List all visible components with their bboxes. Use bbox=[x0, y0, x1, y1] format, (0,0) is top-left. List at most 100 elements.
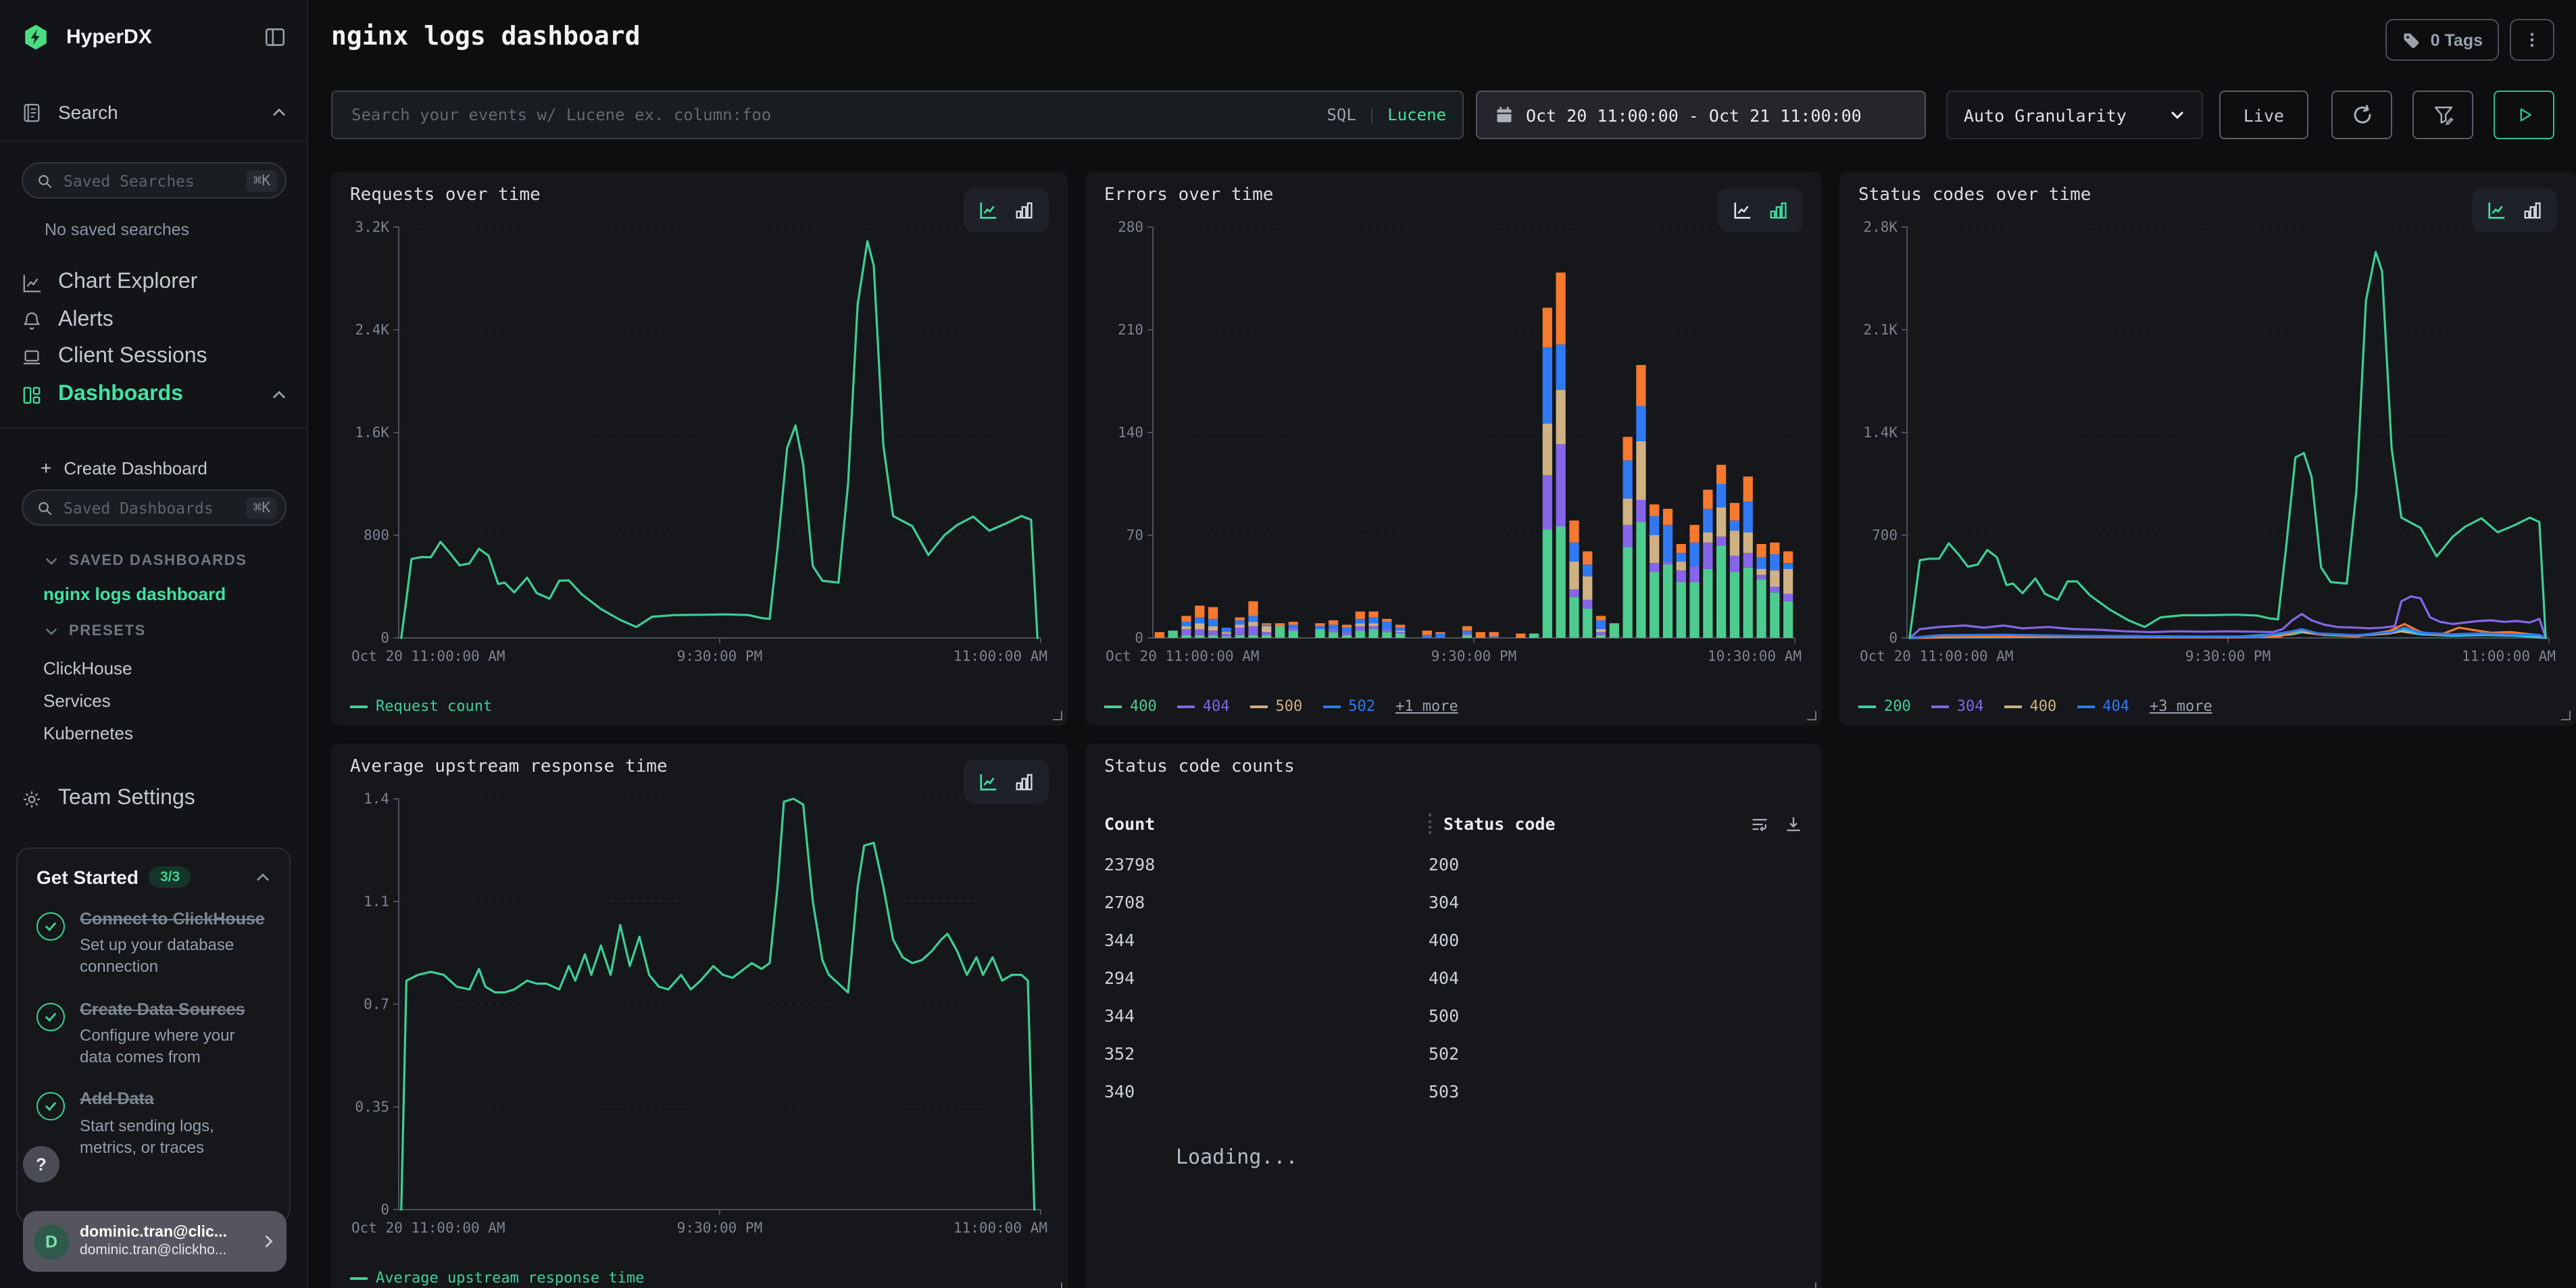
line-chart-icon[interactable] bbox=[979, 200, 999, 220]
sidebar-item-client-sessions[interactable]: Client Sessions bbox=[0, 339, 308, 374]
bar-chart-icon[interactable] bbox=[2522, 200, 2542, 220]
resize-handle[interactable] bbox=[1053, 711, 1062, 720]
legend-label: Request count bbox=[376, 697, 492, 715]
tags-button[interactable]: 0 Tags bbox=[2386, 19, 2499, 61]
svg-text:0: 0 bbox=[1135, 630, 1143, 646]
saved-dashboards-input[interactable] bbox=[61, 497, 239, 518]
chevron-down-icon bbox=[45, 624, 58, 638]
legend-item[interactable]: 502 bbox=[1322, 697, 1375, 715]
saved-dashboards-section[interactable]: SAVED DASHBOARDS bbox=[45, 553, 247, 569]
sidebar-item-team-settings[interactable]: Team Settings bbox=[0, 781, 308, 816]
legend-label: 404 bbox=[2102, 697, 2129, 715]
live-button[interactable]: Live bbox=[2219, 91, 2308, 139]
legend-item[interactable]: 200 bbox=[1858, 697, 1911, 715]
sidebar-item-dashboards[interactable]: Dashboards bbox=[0, 377, 308, 412]
avg-response-chart-canvas[interactable]: 00.350.71.11.4Oct 20 11:00:00 AM9:30:00 … bbox=[350, 785, 1049, 1253]
line-chart-icon[interactable] bbox=[2487, 200, 2507, 220]
legend-swatch bbox=[1322, 705, 1340, 708]
legend-item[interactable]: 404 bbox=[2077, 697, 2129, 715]
saved-searches-search[interactable]: ⌘K bbox=[22, 162, 287, 199]
requests-chart-canvas[interactable]: 08001.6K2.4K3.2KOct 20 11:00:00 AM9:30:0… bbox=[350, 214, 1049, 681]
line-chart-icon[interactable] bbox=[1733, 200, 1753, 220]
calendar-icon bbox=[1495, 105, 1514, 124]
legend-more-link[interactable]: +1 more bbox=[1395, 697, 1458, 715]
create-dashboard-button[interactable]: + Create Dashboard bbox=[0, 451, 308, 484]
sidebar-item-chart-explorer[interactable]: Chart Explorer bbox=[0, 265, 308, 300]
column-header-status-code[interactable]: Status code bbox=[1443, 814, 1556, 834]
filter-button[interactable] bbox=[2412, 91, 2473, 139]
get-started-step-connect[interactable]: Connect to ClickHouse Set up your databa… bbox=[36, 908, 270, 978]
column-resize-handle[interactable] bbox=[1429, 814, 1431, 834]
sidebar-item-search[interactable]: Search bbox=[0, 95, 308, 130]
event-search-input[interactable] bbox=[349, 104, 1316, 126]
divider bbox=[0, 141, 308, 142]
legend-item[interactable]: 304 bbox=[1931, 697, 1984, 715]
resize-handle[interactable] bbox=[1807, 711, 1816, 720]
legend-swatch bbox=[2004, 705, 2022, 708]
bar-chart-icon[interactable] bbox=[1768, 200, 1788, 220]
table-row[interactable]: 294404 bbox=[1104, 958, 1803, 996]
section-label: SAVED DASHBOARDS bbox=[69, 553, 247, 569]
legend-item[interactable]: 400 bbox=[2004, 697, 2057, 715]
refresh-button[interactable] bbox=[2331, 91, 2392, 139]
sidebar-item-kubernetes[interactable]: Kubernetes bbox=[43, 723, 133, 743]
saved-searches-input[interactable] bbox=[61, 170, 239, 191]
bar-chart-icon[interactable] bbox=[1014, 200, 1034, 220]
lucene-toggle[interactable]: Lucene bbox=[1387, 105, 1446, 124]
sidebar-item-alerts[interactable]: Alerts bbox=[0, 303, 308, 338]
bar-chart-icon[interactable] bbox=[1014, 772, 1034, 792]
resize-handle[interactable] bbox=[2561, 711, 2571, 720]
sidebar-collapse-button[interactable] bbox=[264, 25, 287, 48]
wrap-lines-icon[interactable] bbox=[1750, 814, 1769, 833]
line-chart-icon[interactable] bbox=[979, 772, 999, 792]
get-started-step-sources[interactable]: Create Data Sources Configure where your… bbox=[36, 998, 270, 1068]
get-started-badge: 3/3 bbox=[149, 866, 191, 888]
granularity-select[interactable]: Auto Granularity bbox=[1946, 91, 2203, 139]
main-content: nginx logs dashboard 0 Tags SQL | Lucene bbox=[308, 0, 2576, 1288]
presets-section[interactable]: PRESETS bbox=[45, 623, 146, 639]
legend-item[interactable]: 400 bbox=[1104, 697, 1157, 715]
column-header-count[interactable]: Count bbox=[1104, 814, 1429, 834]
sql-toggle[interactable]: SQL bbox=[1327, 105, 1356, 124]
time-range-picker[interactable]: Oct 20 11:00:00 - Oct 21 11:00:00 bbox=[1476, 91, 1926, 139]
chart-type-toggle bbox=[1718, 188, 1803, 232]
run-query-button[interactable] bbox=[2494, 91, 2554, 139]
chevron-up-icon[interactable] bbox=[255, 870, 270, 885]
panel-menu-button[interactable] bbox=[2510, 19, 2554, 61]
sidebar-item-label: Search bbox=[58, 101, 118, 123]
svg-text:Oct 20 11:00:00 AM: Oct 20 11:00:00 AM bbox=[351, 1220, 505, 1236]
check-circle-icon bbox=[36, 1093, 65, 1121]
legend-more-link[interactable]: +3 more bbox=[2150, 697, 2212, 715]
legend-label: 502 bbox=[1348, 697, 1375, 715]
svg-text:1.1: 1.1 bbox=[364, 893, 389, 910]
chevron-up-icon bbox=[272, 387, 287, 402]
table-row[interactable]: 340503 bbox=[1104, 1072, 1803, 1110]
status-codes-chart-canvas[interactable]: 07001.4K2.1K2.8KOct 20 11:00:00 AM9:30:0… bbox=[1858, 214, 2557, 681]
table-row[interactable]: 344400 bbox=[1104, 920, 1803, 958]
legend-item[interactable]: Request count bbox=[350, 697, 492, 715]
saved-dashboards-search[interactable]: ⌘K bbox=[22, 489, 287, 526]
legend-swatch bbox=[1858, 705, 1876, 708]
help-button[interactable]: ? bbox=[23, 1146, 59, 1183]
table-row[interactable]: 2708304 bbox=[1104, 883, 1803, 920]
legend-label: 200 bbox=[1884, 697, 1911, 715]
resize-handle[interactable] bbox=[1053, 1283, 1062, 1288]
get-started-step-add-data[interactable]: Add Data Start sending logs, metrics, or… bbox=[36, 1089, 270, 1158]
table-row[interactable]: 352502 bbox=[1104, 1034, 1803, 1072]
event-search-box[interactable]: SQL | Lucene bbox=[331, 91, 1464, 139]
legend-item[interactable]: 500 bbox=[1250, 697, 1303, 715]
errors-chart-canvas[interactable]: 070140210280Oct 20 11:00:00 AM9:30:00 PM… bbox=[1104, 214, 1803, 681]
user-menu[interactable]: D dominic.tran@clic... dominic.tran@clic… bbox=[23, 1211, 287, 1272]
sidebar-item-clickhouse[interactable]: ClickHouse bbox=[43, 658, 132, 678]
resize-handle[interactable] bbox=[1807, 1283, 1816, 1288]
panel-status-code-counts: Status code counts Count Status code 23 bbox=[1085, 743, 1822, 1288]
table-row[interactable]: 23798200 bbox=[1104, 845, 1803, 883]
table-row[interactable]: 344500 bbox=[1104, 996, 1803, 1034]
svg-text:0: 0 bbox=[380, 1202, 389, 1218]
legend-item[interactable]: Average upstream response time bbox=[350, 1269, 644, 1287]
sidebar-item-nginx-logs-dashboard[interactable]: nginx logs dashboard bbox=[43, 584, 226, 604]
legend-item[interactable]: 404 bbox=[1177, 697, 1230, 715]
download-icon[interactable] bbox=[1784, 814, 1803, 833]
legend-swatch bbox=[1177, 705, 1195, 708]
sidebar-item-services[interactable]: Services bbox=[43, 691, 111, 711]
